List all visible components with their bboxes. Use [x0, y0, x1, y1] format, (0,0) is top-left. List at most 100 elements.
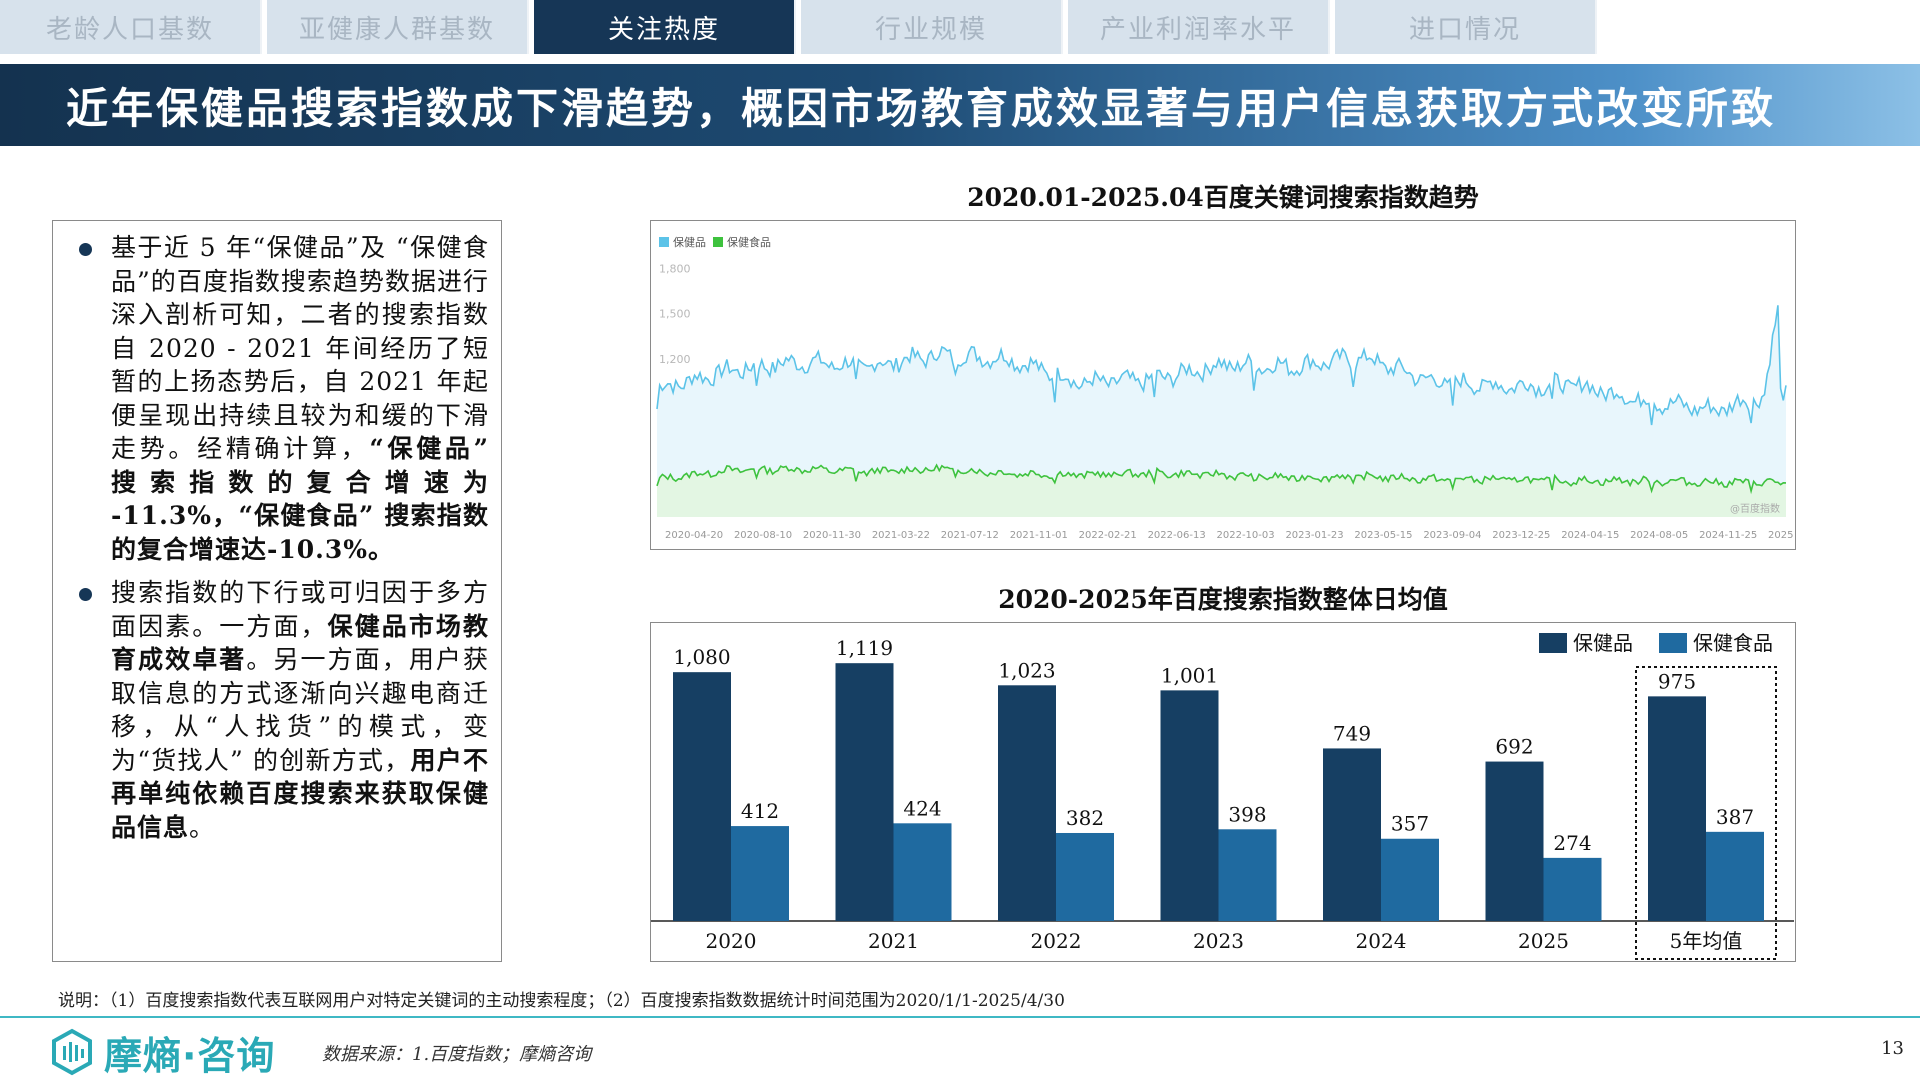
- bar-chart-title: 2020-2025年百度搜索指数整体日均值: [998, 585, 1448, 614]
- bullet-text: 。另一方面，用户获取信息的方式逐渐向兴趣电商迁移，从“人找货”的模式，变为“货找…: [111, 645, 489, 775]
- data-label: 749: [1333, 721, 1371, 745]
- bar-baojianshipin-5年均值: [1706, 831, 1764, 921]
- legend-swatch-baojianshipin: [1659, 633, 1687, 653]
- x-tick-label: 2024-11-25: [1699, 530, 1757, 541]
- data-label: 692: [1495, 735, 1533, 759]
- line-chart: 1,8001,5001,200900600300保健品保健食品2020-04-2…: [656, 235, 1826, 541]
- category-label: 5年均值: [1670, 929, 1743, 953]
- data-label: 274: [1553, 831, 1591, 855]
- bar-baojianshipin-2024: [1381, 838, 1439, 921]
- legend-swatch-baojianpin: [1539, 633, 1567, 653]
- bar-baojianpin-2020: [673, 672, 731, 921]
- bullet-point-2: 搜索指数的下行或可归因于多方面因素。一方面，保健品市场教育成效卓著。另一方面，用…: [65, 576, 489, 844]
- bar-baojianshipin-2023: [1218, 829, 1277, 921]
- data-label: 398: [1228, 802, 1266, 826]
- data-label: 387: [1716, 805, 1754, 829]
- bar-baojianpin-5年均值: [1648, 696, 1706, 921]
- legend-label-baojianpin: 保健品: [1573, 631, 1633, 655]
- bullet-bold-text: 保健品市场教育成效卓著: [111, 611, 489, 675]
- data-label: 357: [1391, 812, 1429, 836]
- x-tick-label: 2025-04-28: [1768, 530, 1794, 541]
- bar-baojianshipin-2020: [731, 826, 789, 921]
- y-tick-label: 1,200: [659, 353, 691, 366]
- legend-label-baojianpin: 保健品: [673, 235, 706, 249]
- tab-import[interactable]: 进口情况: [1335, 0, 1597, 54]
- tab-elderly-population[interactable]: 老龄人口基数: [0, 0, 262, 54]
- section-tabs: 老龄人口基数 亚健康人群基数 关注热度 行业规模 产业利润率水平 进口情况: [0, 0, 1920, 54]
- bullet-dot-icon: [79, 588, 92, 601]
- page-title: 近年保健品搜索指数成下滑趋势，概因市场教育成效显著与用户信息获取方式改变所致: [66, 83, 1777, 133]
- bar-baojianpin-2024: [1323, 748, 1381, 921]
- x-tick-label: 2023-05-15: [1354, 530, 1412, 541]
- category-label: 2025: [1518, 929, 1569, 953]
- x-tick-label: 2021-11-01: [1010, 530, 1068, 541]
- data-label: 1,080: [673, 645, 730, 669]
- footer-divider: [0, 1016, 1920, 1018]
- data-label: 1,023: [998, 658, 1055, 682]
- y-tick-label: 1,800: [659, 263, 691, 276]
- bar-baojianshipin-2021: [893, 823, 952, 921]
- tab-profit-margin[interactable]: 产业利润率水平: [1068, 0, 1330, 54]
- bar-baojianpin-2022: [998, 685, 1056, 921]
- area-baojianpin: [657, 305, 1786, 517]
- bullet-bold-text: “保健品” 搜索指数的复合增速为 -11.3%，“保健食品” 搜索指数的复合增速…: [111, 434, 489, 564]
- data-label: 975: [1658, 669, 1696, 693]
- data-label: 382: [1066, 806, 1104, 830]
- bullet-dot-icon: [79, 243, 92, 256]
- category-label: 2022: [1031, 929, 1082, 953]
- x-tick-label: 2022-10-03: [1217, 530, 1275, 541]
- x-tick-label: 2020-04-20: [665, 530, 723, 541]
- data-label: 424: [903, 796, 941, 820]
- brand-name: 摩熵·咨询: [104, 1033, 276, 1078]
- data-label: 1,001: [1161, 663, 1218, 687]
- bar-baojianpin-2025: [1485, 761, 1544, 921]
- line-chart-title: 2020.01-2025.04百度关键词搜索指数趋势: [967, 183, 1479, 212]
- bullet-text: 搜索指数的下行或可归因于多方面因素。一方面，: [111, 578, 489, 641]
- x-tick-label: 2024-08-05: [1630, 530, 1688, 541]
- x-tick-label: 2022-02-21: [1079, 530, 1137, 541]
- x-tick-label: 2022-06-13: [1148, 530, 1206, 541]
- title-banner: 近年保健品搜索指数成下滑趋势，概因市场教育成效显著与用户信息获取方式改变所致: [0, 64, 1920, 146]
- legend-swatch-baojianpin: [659, 237, 669, 247]
- bullet-text: 基于近 5 年“保健品”及 “保健食品”的百度指数搜索趋势数据进行深入剖析可知，…: [111, 233, 489, 463]
- x-tick-label: 2023-12-25: [1492, 530, 1550, 541]
- legend-swatch-baojianshipin: [713, 237, 723, 247]
- bar-baojianshipin-2025: [1543, 857, 1602, 921]
- tab-industry-scale[interactable]: 行业规模: [801, 0, 1063, 54]
- bar-chart: 保健品 保健食品 1,080 412 2020 1,119 424 2021 1,023 382 2…: [651, 631, 1794, 960]
- data-source: 数据来源：1.百度指数；摩熵咨询: [322, 1044, 592, 1065]
- line-series-baojianshipin: [656, 463, 1787, 495]
- bar-baojianpin-2023: [1160, 690, 1219, 921]
- line-chart-frame: 1,8001,5001,200900600300保健品保健食品2020-04-2…: [650, 220, 1826, 550]
- x-tick-label: 2021-07-12: [941, 530, 999, 541]
- x-tick-label: 2020-08-10: [734, 530, 792, 541]
- line-series-baojianpin: [656, 305, 1787, 426]
- baidu-index-watermark: @百度指数: [1730, 502, 1780, 515]
- brand-logo: 摩熵·咨询: [48, 1026, 275, 1078]
- brand-hexagon-icon: [52, 1028, 92, 1076]
- bar-baojianpin-2021: [835, 663, 894, 921]
- x-tick-label: 2024-04-15: [1561, 530, 1619, 541]
- bullet-point-1: 基于近 5 年“保健品”及 “保健食品”的百度指数搜索趋势数据进行深入剖析可知，…: [65, 231, 489, 566]
- legend-label-baojianshipin: 保健食品: [727, 235, 771, 249]
- x-tick-label: 2021-03-22: [872, 530, 930, 541]
- bar-baojianshipin-2022: [1056, 832, 1114, 921]
- x-tick-label: 2023-01-23: [1285, 530, 1343, 541]
- tab-attention-heat[interactable]: 关注热度: [534, 0, 796, 54]
- tab-subhealth-population[interactable]: 亚健康人群基数: [267, 0, 529, 54]
- x-tick-label: 2023-09-04: [1423, 530, 1481, 541]
- data-label: 1,119: [836, 636, 893, 660]
- category-label: 2023: [1193, 929, 1244, 953]
- footnote: 说明：（1）百度搜索指数代表互联网用户对特定关键词的主动搜索程度；（2）百度搜索…: [58, 991, 1065, 1011]
- data-label: 412: [741, 799, 779, 823]
- page-number: 13: [1881, 1038, 1904, 1059]
- y-tick-label: 1,500: [659, 308, 691, 321]
- bar-chart-frame: 保健品 保健食品 1,080 412 2020 1,119 424 2021 1,023 382 2…: [650, 622, 1796, 962]
- bullet-text: 。: [189, 812, 216, 842]
- bullet-bold-text: 用户不再单纯依赖百度搜索来获取保健品信息: [111, 745, 489, 842]
- legend-label-baojianshipin: 保健食品: [1693, 631, 1773, 655]
- analysis-textbox: 基于近 5 年“保健品”及 “保健食品”的百度指数搜索趋势数据进行深入剖析可知，…: [52, 220, 502, 962]
- category-label: 2024: [1356, 929, 1407, 953]
- category-label: 2020: [706, 929, 757, 953]
- category-label: 2021: [868, 929, 919, 953]
